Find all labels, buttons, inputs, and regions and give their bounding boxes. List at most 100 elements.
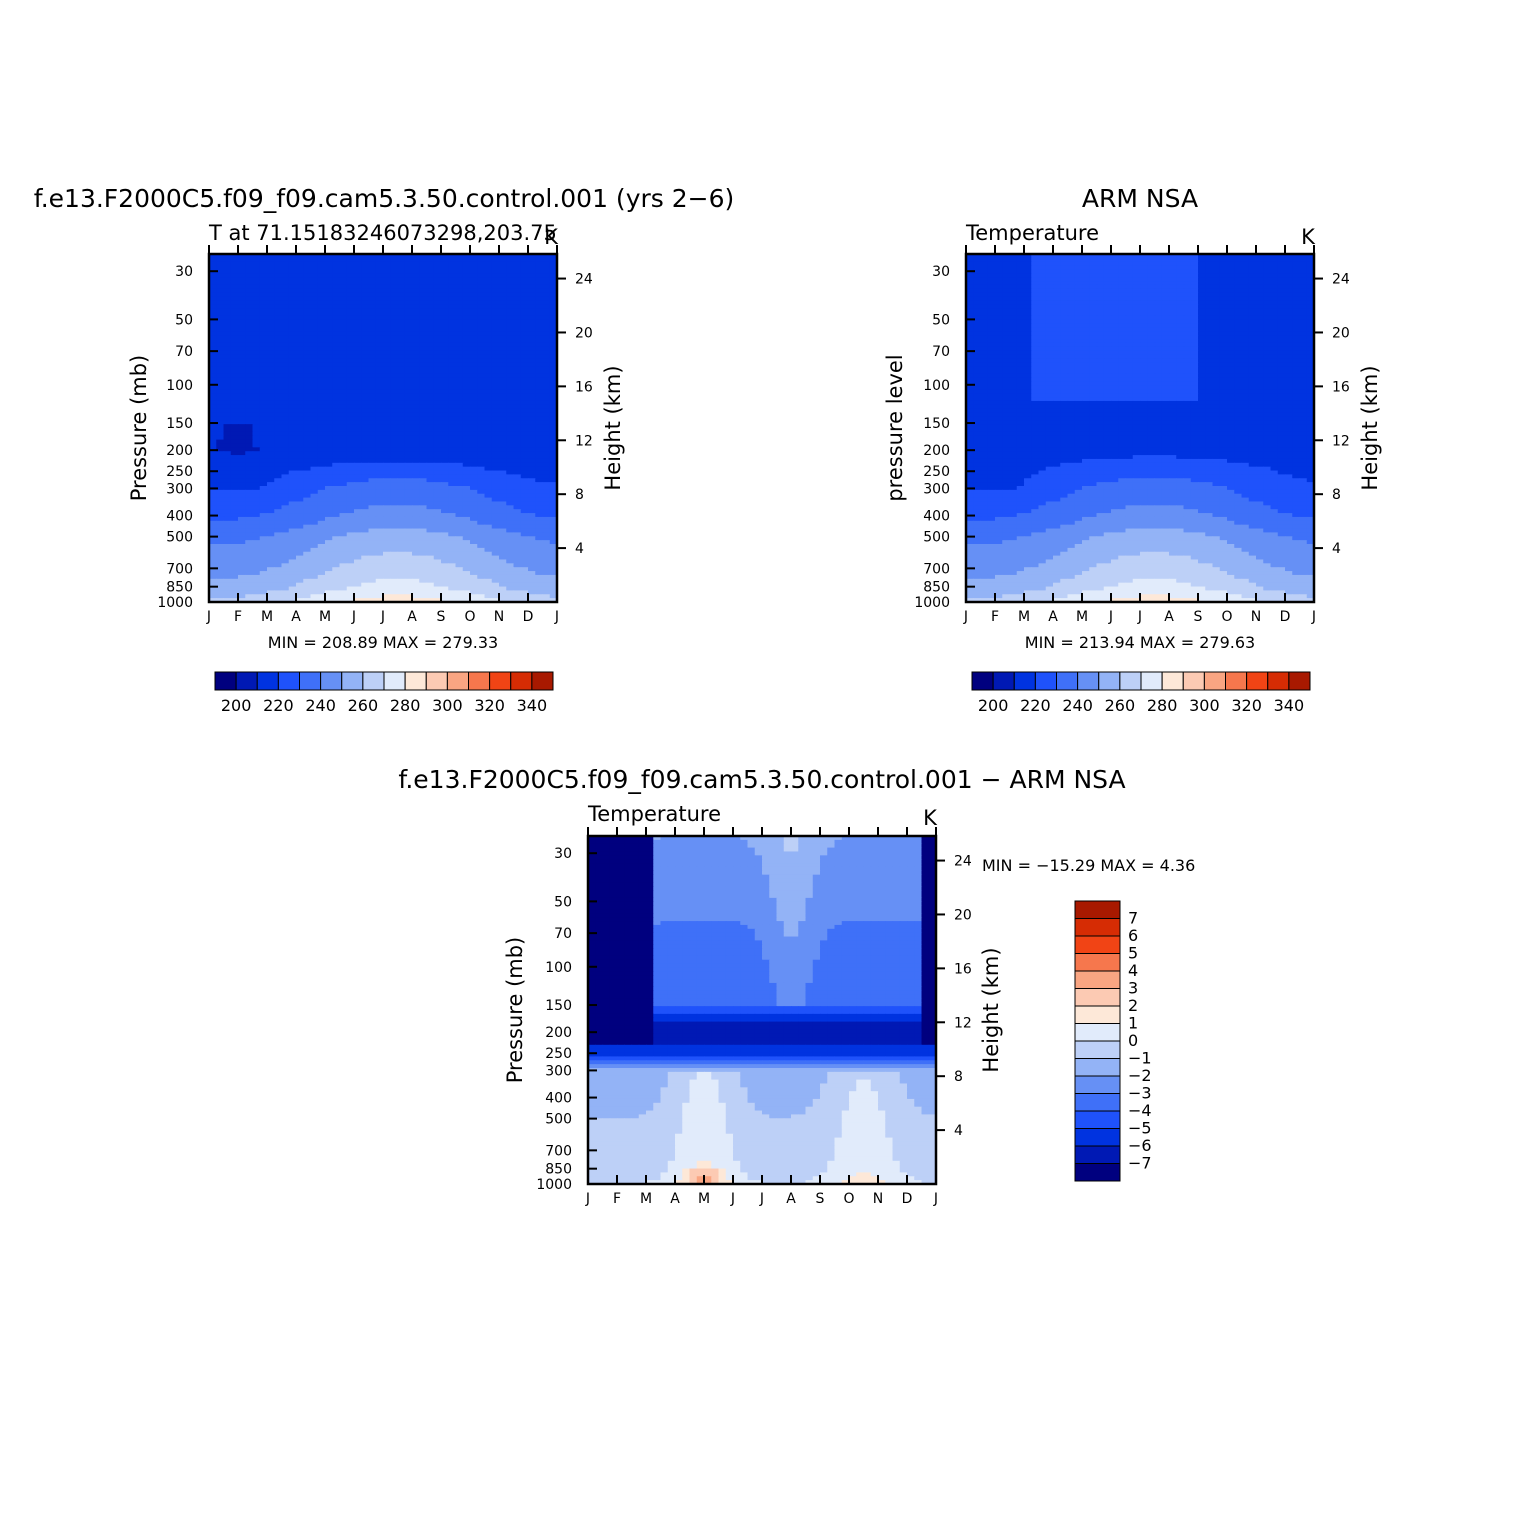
- contour-cell: [405, 459, 413, 463]
- contour-cell: [260, 351, 268, 355]
- contour-cell: [448, 563, 456, 567]
- contour-cell: [1118, 293, 1126, 297]
- contour-cell: [1097, 285, 1105, 289]
- contour-cell: [361, 293, 369, 297]
- contour-cell: [1024, 266, 1032, 270]
- contour-cell: [412, 281, 420, 285]
- contour-cell: [361, 297, 369, 301]
- contour-cell: [347, 536, 355, 540]
- contour-cell: [427, 308, 435, 312]
- contour-cell: [506, 331, 514, 335]
- contour-cell: [398, 366, 406, 370]
- contour-cell: [267, 463, 275, 467]
- contour-cell: [325, 575, 333, 579]
- contour-cell: [506, 424, 514, 428]
- contour-cell: [528, 416, 536, 420]
- contour-cell: [535, 355, 543, 359]
- contour-cell: [296, 455, 304, 459]
- contour-cell: [405, 505, 413, 509]
- x-tick-label: J: [206, 609, 211, 625]
- contour-cell: [981, 277, 989, 281]
- contour-cell: [1017, 273, 1025, 277]
- contour-cell: [506, 312, 514, 316]
- contour-cell: [398, 490, 406, 494]
- contour-cell: [260, 486, 268, 490]
- contour-cell: [506, 583, 514, 587]
- contour-cell: [1234, 262, 1242, 266]
- contour-cell: [521, 339, 529, 343]
- contour-cell: [419, 571, 427, 575]
- contour-cell: [528, 343, 536, 347]
- contour-cell: [398, 397, 406, 401]
- contour-cell: [398, 389, 406, 393]
- contour-cell: [499, 552, 507, 556]
- contour-cell: [521, 316, 529, 320]
- contour-cell: [405, 451, 413, 455]
- contour-cell: [427, 339, 435, 343]
- contour-cell: [238, 436, 246, 440]
- contour-cell: [1104, 273, 1112, 277]
- contour-cell: [405, 413, 413, 417]
- contour-cell: [485, 324, 493, 328]
- contour-cell: [282, 382, 290, 386]
- contour-cell: [419, 529, 427, 533]
- contour-cell: [441, 556, 449, 560]
- contour-cell: [253, 447, 261, 451]
- contour-cell: [477, 327, 485, 331]
- contour-cell: [347, 532, 355, 536]
- contour-cell: [398, 467, 406, 471]
- contour-cell: [216, 320, 224, 324]
- contour-cell: [282, 424, 290, 428]
- contour-cell: [311, 552, 319, 556]
- contour-cell: [514, 382, 522, 386]
- contour-cell: [332, 389, 340, 393]
- contour-cell: [383, 451, 391, 455]
- contour-cell: [340, 521, 348, 525]
- contour-cell: [224, 409, 232, 413]
- contour-cell: [1249, 285, 1257, 289]
- contour-cell: [383, 405, 391, 409]
- contour-cell: [383, 420, 391, 424]
- contour-cell: [506, 536, 514, 540]
- contour-cell: [1126, 289, 1134, 293]
- contour-cell: [303, 571, 311, 575]
- contour-cell: [470, 339, 478, 343]
- contour-cell: [245, 440, 253, 444]
- contour-cell: [369, 393, 377, 397]
- contour-cell: [383, 436, 391, 440]
- contour-cell: [448, 498, 456, 502]
- contour-cell: [973, 273, 981, 277]
- contour-cell: [521, 478, 529, 482]
- contour-cell: [506, 443, 514, 447]
- contour-cell: [398, 459, 406, 463]
- contour-cell: [238, 258, 246, 262]
- contour-cell: [506, 304, 514, 308]
- contour-cell: [419, 258, 427, 262]
- contour-cell: [296, 478, 304, 482]
- contour-cell: [419, 312, 427, 316]
- contour-cell: [354, 501, 362, 505]
- contour-cell: [477, 505, 485, 509]
- contour-cell: [492, 370, 500, 374]
- contour-cell: [506, 324, 514, 328]
- contour-cell: [354, 366, 362, 370]
- contour-cell: [274, 517, 282, 521]
- contour-cell: [274, 440, 282, 444]
- contour-cell: [361, 498, 369, 502]
- contour-cell: [354, 540, 362, 544]
- contour-cell: [412, 312, 420, 316]
- contour-cell: [1140, 293, 1148, 297]
- contour-cell: [267, 262, 275, 266]
- contour-cell: [340, 331, 348, 335]
- contour-cell: [231, 467, 239, 471]
- contour-cell: [238, 486, 246, 490]
- contour-cell: [995, 293, 1003, 297]
- contour-cell: [340, 304, 348, 308]
- contour-cell: [253, 258, 261, 262]
- contour-cell: [318, 343, 326, 347]
- contour-cell: [318, 320, 326, 324]
- contour-cell: [412, 420, 420, 424]
- contour-cell: [398, 409, 406, 413]
- contour-cell: [274, 289, 282, 293]
- contour-cell: [325, 382, 333, 386]
